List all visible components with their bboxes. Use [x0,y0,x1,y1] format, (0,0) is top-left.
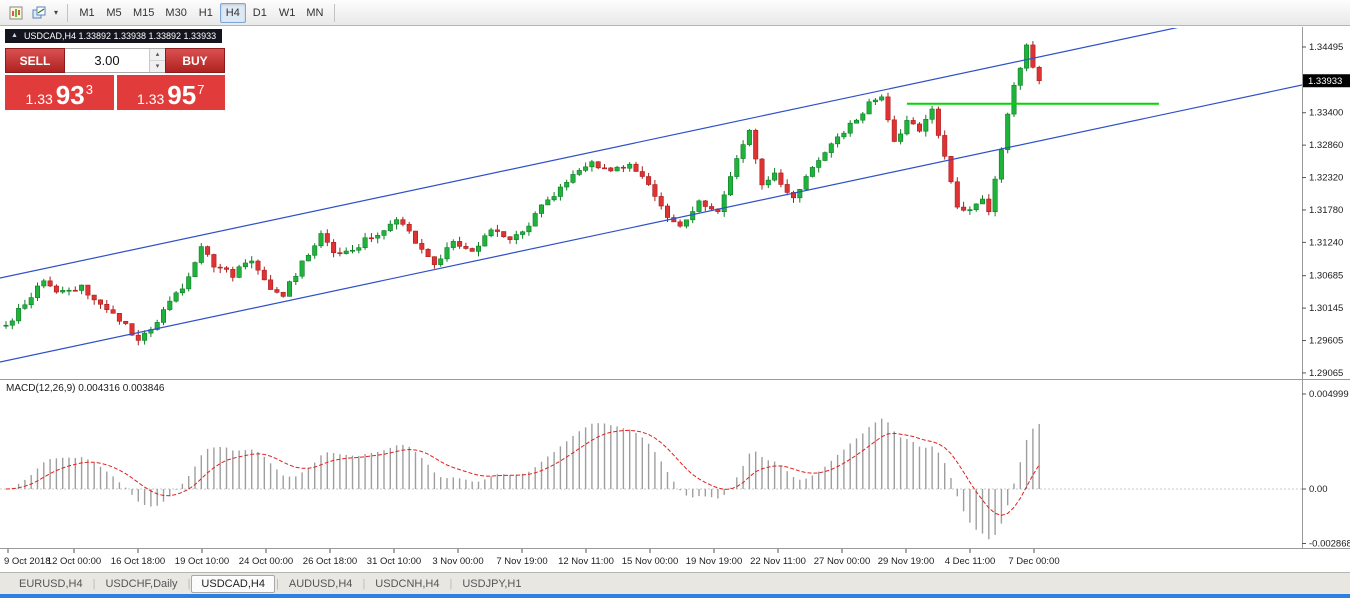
trade-controls-row: SELL 3.00 ▴ ▾ BUY [5,48,225,73]
svg-text:1.29065: 1.29065 [1309,368,1343,379]
svg-text:26 Oct 18:00: 26 Oct 18:00 [303,556,357,567]
timeframe-mn[interactable]: MN [301,3,328,23]
tab-separator: | [92,577,96,590]
svg-text:7 Nov 19:00: 7 Nov 19:00 [496,556,547,567]
volume-decrease-button[interactable]: ▾ [150,61,165,72]
price-chart-canvas[interactable]: 1.34495 1.33400 1.32860 1.32320 1.31780 1.312… [0,27,1350,572]
svg-text:1.30685: 1.30685 [1309,271,1343,282]
chart-title-bar: ▲ USDCAD,H4 1.33892 1.33938 1.33892 1.33… [5,29,223,43]
chart-objects-glyph [32,6,46,18]
svg-text:0.00: 0.00 [1309,484,1328,495]
sell-button[interactable]: SELL [5,48,65,73]
svg-text:1.31780: 1.31780 [1309,205,1343,216]
current-price-marker: 1.33933 [1303,74,1350,88]
svg-text:1.33933: 1.33933 [1308,76,1342,87]
tab-separator: | [187,577,191,590]
svg-text:16 Oct 18:00: 16 Oct 18:00 [111,556,165,567]
toolbar-dropdown-caret-icon[interactable]: ▾ [54,8,59,17]
svg-text:7 Dec 00:00: 7 Dec 00:00 [1008,556,1059,567]
svg-text:31 Oct 10:00: 31 Oct 10:00 [367,556,421,567]
chart-window-glyph [9,6,23,19]
macd-histogram [11,418,1040,540]
svg-text:1.32860: 1.32860 [1309,140,1343,151]
price-scale[interactable]: 1.34495 1.33400 1.32860 1.32320 1.31780 1.312… [1302,42,1343,379]
macd-label: MACD(12,26,9) 0.004316 0.003846 [6,383,165,394]
timeframe-m1[interactable]: M1 [74,3,100,23]
svg-text:1.33400: 1.33400 [1309,108,1343,119]
chart-window-icon[interactable] [5,2,27,24]
macd-scale[interactable]: 0.004999 0.00 -0.002868 [1302,389,1350,550]
volume-stepper[interactable]: 3.00 ▴ ▾ [65,48,165,73]
svg-text:1.31240: 1.31240 [1309,237,1343,248]
timeframe-m15[interactable]: M15 [128,3,159,23]
svg-text:22 Nov 11:00: 22 Nov 11:00 [750,556,806,567]
chart-objects-icon[interactable] [28,2,50,24]
trend-channel-upper-line[interactable] [0,27,1302,279]
svg-text:9 Oct 2018: 9 Oct 2018 [4,556,50,567]
svg-text:19 Nov 19:00: 19 Nov 19:00 [686,556,743,567]
sell-price[interactable]: 1.33 93 3 [5,75,114,110]
window-edge [0,594,1350,598]
trend-channel-lower-line[interactable] [0,84,1302,363]
timeframe-m5[interactable]: M5 [101,3,127,23]
sell-price-pipette: 3 [85,82,93,97]
toolbar-separator [67,3,69,22]
candlesticks [3,41,1042,346]
timeframe-m30[interactable]: M30 [160,3,191,23]
tab-eurusd-h4[interactable]: EURUSD,H4 [19,577,83,590]
timeframe-h1[interactable]: H1 [193,3,219,23]
svg-text:3 Nov 00:00: 3 Nov 00:00 [432,556,483,567]
svg-text:1.29605: 1.29605 [1309,336,1343,347]
svg-text:0.004999: 0.004999 [1309,389,1349,400]
timeframe-d1[interactable]: D1 [247,3,273,23]
svg-text:24 Oct 00:00: 24 Oct 00:00 [239,556,293,567]
svg-text:1.34495: 1.34495 [1309,42,1343,53]
buy-price[interactable]: 1.33 95 7 [116,75,225,110]
timeframe-h4[interactable]: H4 [219,2,246,23]
tab-separator: | [449,577,453,590]
sell-price-pips: 93 [55,79,85,110]
top-toolbar: ▾ M1 M5 M15 M30 H1 H4 D1 W1 MN [0,0,1350,26]
svg-text:19 Oct 10:00: 19 Oct 10:00 [175,556,229,567]
volume-increase-button[interactable]: ▴ [150,49,165,61]
svg-text:12 Nov 11:00: 12 Nov 11:00 [558,556,614,567]
svg-text:1.30145: 1.30145 [1309,303,1343,314]
timeframe-w1[interactable]: W1 [274,3,301,23]
buy-button[interactable]: BUY [165,48,225,73]
svg-text:-0.002868: -0.002868 [1309,539,1350,550]
svg-text:15 Nov 00:00: 15 Nov 00:00 [622,556,679,567]
one-click-trading-panel: SELL 3.00 ▴ ▾ BUY 1.33 93 3 1.33 95 7 [5,48,225,110]
tab-usdjpy-h1[interactable]: USDJPY,H1 [462,577,522,590]
tab-usdchf-daily[interactable]: USDCHF,Daily [105,577,178,590]
svg-text:12 Oct 00:00: 12 Oct 00:00 [47,556,101,567]
svg-text:1.32320: 1.32320 [1309,173,1343,184]
buy-price-pips: 95 [167,79,197,110]
chart-title-text: USDCAD,H4 1.33892 1.33938 1.33892 1.3393… [23,31,217,41]
svg-text:29 Nov 19:00: 29 Nov 19:00 [878,556,935,567]
buy-price-pipette: 7 [197,82,205,97]
tab-audusd-h4[interactable]: AUDUSD,H4 [288,577,353,590]
macd-signal-line [5,429,1040,516]
tab-separator: | [276,577,279,590]
sell-price-big-figure: 1.33 [25,91,53,107]
buy-price-big-figure: 1.33 [137,91,165,107]
tab-separator: | [362,577,366,590]
tab-usdcnh-h4[interactable]: USDCNH,H4 [375,577,440,590]
trade-prices-row: 1.33 93 3 1.33 95 7 [5,75,225,110]
volume-spin-buttons: ▴ ▾ [149,49,165,72]
window-arrow-icon[interactable]: ▲ [11,32,18,39]
svg-text:27 Nov 00:00: 27 Nov 00:00 [814,556,871,567]
chart-tabs-bar: EURUSD,H4 | USDCHF,Daily | USDCAD,H4 | A… [0,572,1350,594]
toolbar-separator [334,3,336,22]
tab-usdcad-h4[interactable]: USDCAD,H4 [191,574,275,593]
svg-text:4 Dec 11:00: 4 Dec 11:00 [945,556,996,567]
volume-value[interactable]: 3.00 [94,53,120,68]
